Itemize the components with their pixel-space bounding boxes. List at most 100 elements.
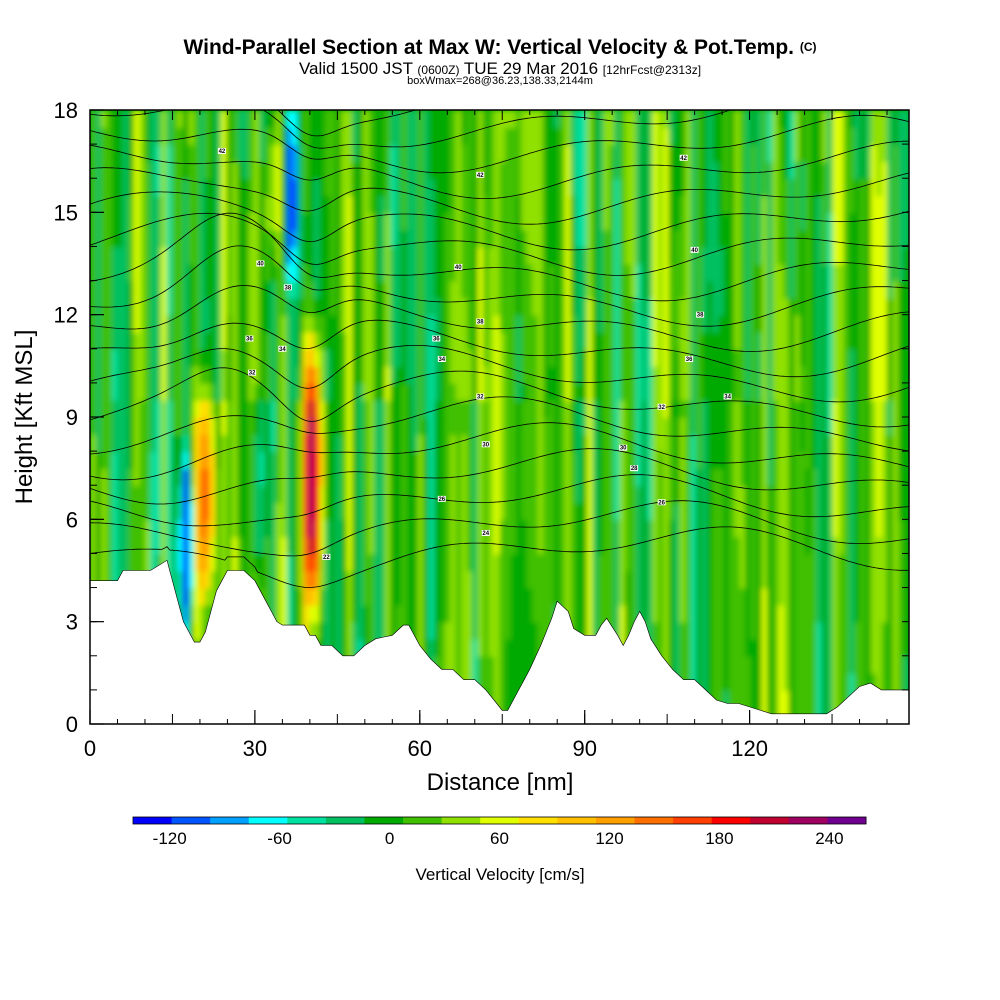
velocity-cell (625, 468, 632, 487)
velocity-cell (723, 127, 730, 146)
velocity-cell (472, 263, 479, 282)
velocity-cell (657, 246, 665, 265)
velocity-cell (690, 621, 698, 640)
velocity-cell (761, 246, 769, 265)
velocity-cell (706, 553, 714, 572)
velocity-cell (625, 110, 632, 129)
velocity-cell (696, 263, 703, 282)
velocity-cell (701, 314, 708, 333)
velocity-cell (204, 587, 212, 606)
velocity-cell (816, 553, 823, 572)
velocity-cell (646, 314, 654, 333)
velocity-cell (139, 382, 146, 401)
velocity-cell (646, 382, 654, 401)
velocity-cell (565, 382, 572, 401)
velocity-cell (357, 348, 364, 367)
velocity-cell (139, 348, 146, 367)
velocity-cell (827, 519, 834, 538)
velocity-cell (144, 451, 152, 470)
velocity-cell (788, 246, 796, 265)
velocity-cell (461, 451, 468, 470)
velocity-cell (248, 212, 255, 231)
velocity-cell (335, 110, 343, 129)
velocity-cell (608, 519, 616, 538)
velocity-cell (226, 536, 233, 555)
velocity-cell (483, 417, 490, 436)
velocity-cell (281, 570, 288, 589)
velocity-cell (472, 280, 479, 299)
velocity-cell (805, 144, 812, 163)
velocity-cell (423, 485, 430, 504)
velocity-cell (150, 485, 157, 504)
velocity-cell (565, 365, 572, 384)
velocity-cell (150, 331, 157, 350)
velocity-cell (221, 178, 228, 197)
velocity-cell (133, 314, 141, 333)
velocity-cell (821, 161, 829, 180)
velocity-cell (160, 110, 168, 129)
velocity-cell (215, 399, 223, 418)
velocity-cell (537, 382, 545, 401)
velocity-cell (215, 246, 223, 265)
velocity-cell (264, 434, 272, 453)
velocity-cell (816, 502, 823, 521)
velocity-cell (652, 468, 659, 487)
velocity-cell (330, 280, 337, 299)
velocity-cell (832, 297, 840, 316)
velocity-cell (270, 434, 277, 453)
velocity-cell (100, 536, 108, 555)
velocity-cell (805, 365, 812, 384)
velocity-cell (433, 348, 441, 367)
velocity-cell (406, 417, 414, 436)
velocity-cell (548, 570, 556, 589)
velocity-cell (805, 587, 812, 606)
velocity-cell (417, 229, 425, 248)
velocity-cell (455, 587, 463, 606)
velocity-cell (90, 468, 97, 487)
velocity-cell (302, 536, 310, 555)
velocity-cell (586, 314, 594, 333)
velocity-cell (723, 655, 730, 674)
velocity-cell (472, 229, 479, 248)
velocity-cell (352, 263, 359, 282)
velocity-cell (395, 417, 403, 436)
velocity-cell (494, 417, 501, 436)
velocity-cell (603, 297, 610, 316)
velocity-cell (510, 161, 517, 180)
velocity-cell (450, 655, 457, 674)
velocity-cell (794, 297, 801, 316)
velocity-cell (548, 434, 556, 453)
velocity-cell (352, 536, 359, 555)
velocity-cell (706, 110, 714, 129)
velocity-cell (761, 348, 769, 367)
velocity-cell (264, 485, 272, 504)
velocity-cell (423, 331, 430, 350)
velocity-cell (461, 331, 468, 350)
velocity-cell (259, 161, 266, 180)
velocity-cell (761, 621, 769, 640)
velocity-cell (723, 280, 730, 299)
velocity-cell (734, 604, 741, 623)
velocity-cell (783, 536, 790, 555)
velocity-cell (592, 127, 599, 146)
velocity-cell (401, 195, 408, 214)
velocity-cell (641, 451, 648, 470)
velocity-cell (548, 178, 556, 197)
velocity-cell (586, 195, 594, 214)
velocity-cell (444, 195, 452, 214)
velocity-cell (444, 280, 452, 299)
velocity-cell (728, 638, 736, 657)
velocity-cell (182, 502, 190, 521)
velocity-cell (723, 382, 730, 401)
velocity-cell (723, 536, 730, 555)
velocity-cell (657, 212, 665, 231)
velocity-cell (324, 604, 332, 623)
velocity-cell (674, 587, 681, 606)
velocity-cell (231, 297, 239, 316)
velocity-cell (357, 161, 364, 180)
velocity-cell (494, 229, 501, 248)
velocity-cell (346, 485, 354, 504)
velocity-cell (466, 485, 474, 504)
velocity-cell (783, 519, 790, 538)
velocity-cell (335, 127, 343, 146)
